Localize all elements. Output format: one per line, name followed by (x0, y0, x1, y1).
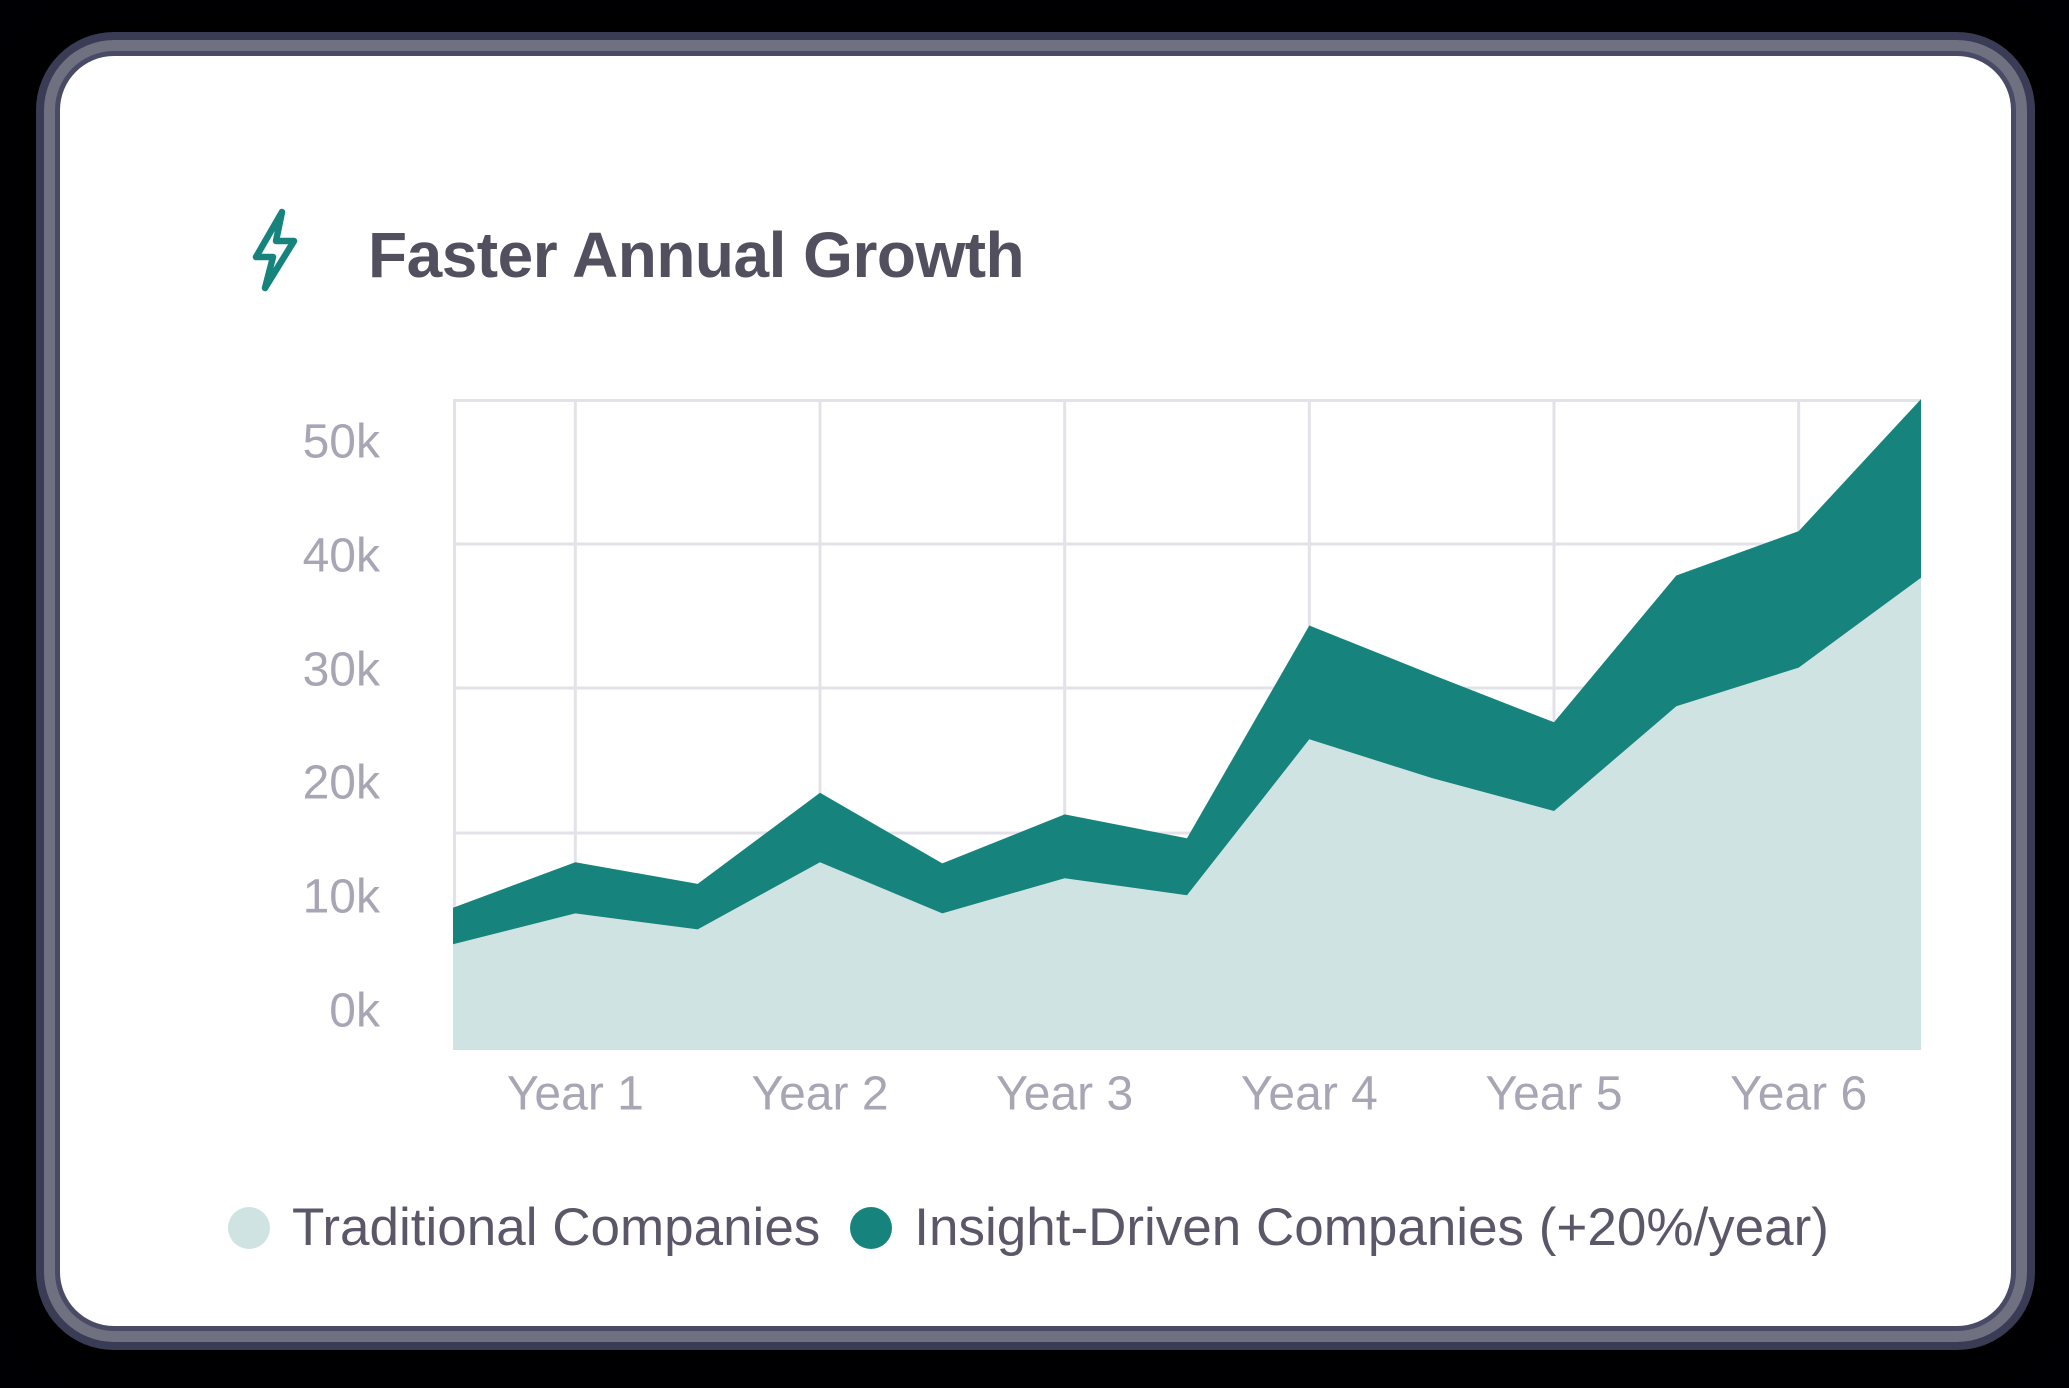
lightning-bolt-icon (252, 208, 298, 292)
legend-swatch-icon (850, 1206, 893, 1249)
legend-item: Insight-Driven Companies (+20%/year) (850, 1197, 1829, 1258)
legend-swatch-icon (228, 1206, 270, 1249)
legend-item: Traditional Companies (228, 1197, 820, 1258)
traditional-area (453, 577, 1921, 1050)
x-axis-label: Year 3 (996, 1067, 1134, 1121)
y-axis-label: 50k (302, 415, 380, 469)
page-title: Faster Annual Growth (368, 219, 1025, 291)
area-chart-plot (453, 399, 1921, 1050)
chart-card: Faster Annual Growth 0k 10k 20k 30k 40k 50k Y… (60, 56, 2011, 1326)
y-axis-label: 10k (302, 870, 380, 924)
y-axis-label: 30k (302, 643, 380, 697)
x-axis-label: Year 4 (1240, 1067, 1378, 1121)
y-axis-label: 0k (329, 984, 380, 1038)
chart-legend: Traditional Companies Insight-Driven Comp… (228, 1197, 1829, 1258)
x-axis-label: Year 5 (1485, 1067, 1623, 1121)
legend-label: Traditional Companies (292, 1198, 821, 1257)
x-axis-label: Year 6 (1730, 1067, 1868, 1121)
x-axis-label: Year 2 (751, 1067, 889, 1121)
x-axis-label: Year 1 (506, 1067, 644, 1121)
y-axis-label: 40k (302, 529, 380, 583)
y-axis-label: 20k (302, 756, 380, 810)
legend-label: Insight-Driven Companies (+20%/year) (914, 1198, 1829, 1257)
area-chart-canvas (453, 399, 1921, 1050)
